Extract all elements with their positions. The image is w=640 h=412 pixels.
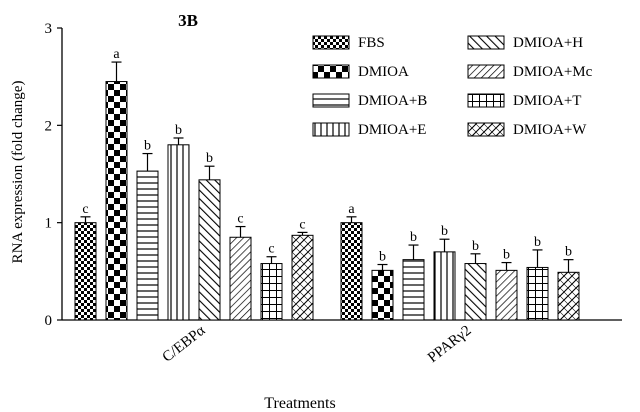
legend-label: DMIOA (358, 64, 409, 80)
legend-swatch (312, 122, 350, 137)
legend-label: DMIOA+H (513, 35, 583, 51)
legend-swatch (467, 64, 505, 79)
significance-letter: a (113, 47, 120, 62)
significance-letter: c (299, 217, 305, 232)
bar (402, 259, 425, 321)
bar (291, 234, 314, 321)
legend-item: DMIOA+T (467, 93, 581, 109)
x-tick-label: C/EBPα (160, 322, 209, 365)
bar (340, 222, 363, 321)
significance-letter: b (534, 235, 541, 250)
legend-swatch (467, 93, 505, 108)
significance-letter: b (503, 248, 510, 263)
significance-letter: b (206, 151, 213, 166)
significance-letter: c (82, 202, 88, 217)
legend-label: DMIOA+T (513, 93, 581, 109)
bar-group: a b b b b b b b (340, 202, 580, 321)
y-tick-label: 0 (45, 313, 53, 329)
significance-letter: b (175, 123, 182, 138)
bar (526, 266, 549, 321)
bar (198, 179, 221, 321)
bar (260, 263, 283, 321)
significance-letter: a (348, 202, 355, 217)
bar (167, 144, 190, 321)
bar (229, 236, 252, 321)
significance-letter: b (565, 245, 572, 260)
significance-letter: c (237, 212, 243, 227)
bar (105, 81, 128, 321)
legend-item: DMIOA+B (312, 93, 427, 109)
legend: FBS DMIOA DMIOA+B DMIOA+E DMIOA+H DMIOA+Mc DMI… (312, 35, 593, 138)
x-tick-labels: C/EBPα PPARγ2 (160, 322, 475, 366)
legend-item: DMIOA+H (467, 35, 583, 51)
bar (136, 170, 159, 321)
legend-label: DMIOA+Mc (513, 64, 593, 80)
significance-letter: c (268, 242, 274, 257)
legend-label: FBS (358, 35, 385, 51)
legend-label: DMIOA+W (513, 122, 587, 138)
x-axis-label: Treatments (264, 395, 335, 412)
legend-swatch (467, 122, 505, 137)
significance-letter: b (379, 250, 386, 265)
bar (464, 263, 487, 321)
bar (495, 269, 518, 321)
bar-group: c a b b b c c c (74, 47, 314, 321)
bar (433, 251, 456, 321)
bar (557, 271, 580, 321)
chart-title: 3B (178, 11, 198, 30)
legend-item: DMIOA (312, 64, 409, 80)
legend-item: DMIOA+W (467, 122, 587, 138)
legend-item: DMIOA+Mc (467, 64, 593, 80)
bar (74, 222, 97, 321)
significance-letter: b (144, 139, 151, 154)
legend-swatch (312, 64, 350, 79)
legend-item: FBS (312, 35, 385, 51)
legend-swatch (467, 35, 505, 50)
legend-label: DMIOA+E (358, 122, 426, 138)
y-tick-label: 2 (45, 118, 53, 134)
significance-letter: b (441, 224, 448, 239)
legend-swatch (312, 93, 350, 108)
bar-groups: c a b b b c c c a b b b b b b b (74, 47, 580, 321)
significance-letter: b (410, 230, 417, 245)
y-axis-label: RNA expression (fold change) (10, 81, 26, 264)
legend-label: DMIOA+B (358, 93, 427, 109)
significance-letter: b (472, 239, 479, 254)
bar (371, 269, 394, 321)
x-tick-label: PPARγ2 (425, 323, 474, 367)
legend-swatch (312, 35, 350, 50)
legend-item: DMIOA+E (312, 122, 426, 138)
y-tick-label: 3 (45, 21, 53, 37)
y-tick-label: 1 (45, 216, 53, 232)
